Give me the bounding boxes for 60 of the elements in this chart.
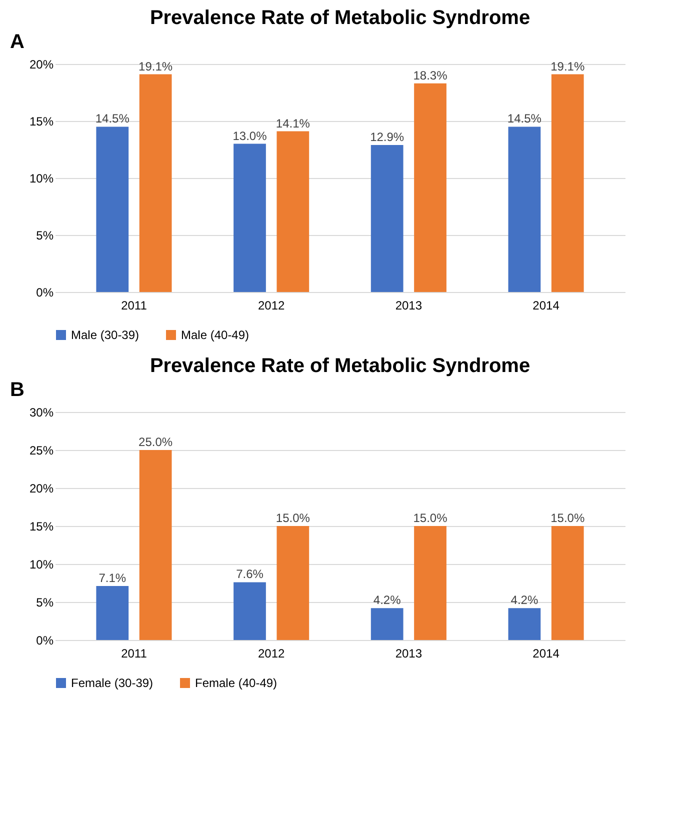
x-tick-label: 2014 xyxy=(532,298,560,312)
y-tick-label: 15% xyxy=(29,114,54,128)
text: A xyxy=(10,31,24,53)
x-tick-label: 2013 xyxy=(395,298,422,312)
data-label: 4.2% xyxy=(373,593,402,608)
data-label: 18.3% xyxy=(413,68,448,82)
data-label: 15.0% xyxy=(276,511,310,525)
data-label: 25.0% xyxy=(138,435,173,449)
data-label: 15.0% xyxy=(550,511,585,525)
bar xyxy=(139,450,172,640)
bar xyxy=(508,126,541,292)
x-tick-label: 2012 xyxy=(258,298,285,312)
bar xyxy=(276,131,310,292)
x-tick-label: 2011 xyxy=(121,298,148,312)
bar xyxy=(414,83,446,292)
legend-label: Female (30-39) xyxy=(71,676,154,690)
y-tick-label: 30% xyxy=(29,406,54,420)
chart-title: Prevalence Rate of Metabolic Syndrome xyxy=(150,7,530,29)
bar xyxy=(370,608,404,640)
data-label: 13.0% xyxy=(232,128,268,143)
bar xyxy=(508,608,541,640)
y-tick-label: 10% xyxy=(29,558,54,572)
legend-label: Male (40-49) xyxy=(181,328,250,342)
data-label: 12.9% xyxy=(370,130,404,144)
data-label: 19.1% xyxy=(138,59,173,74)
y-tick-label: 5% xyxy=(36,228,54,242)
x-tick-label: 2013 xyxy=(395,646,422,660)
data-label: 7.1% xyxy=(98,571,126,586)
bar xyxy=(96,126,129,292)
data-label: 14.1% xyxy=(276,116,310,130)
bar xyxy=(234,144,266,292)
x-tick-label: 2014 xyxy=(532,646,560,660)
legend-label: Male (30-39) xyxy=(71,328,140,342)
x-tick-label: 2011 xyxy=(121,646,148,660)
bar xyxy=(234,582,266,640)
bar xyxy=(551,74,584,292)
data-label: 14.5% xyxy=(95,112,130,126)
y-tick-label: 25% xyxy=(29,444,54,458)
data-label: 4.2% xyxy=(510,593,538,608)
bar xyxy=(276,526,310,640)
y-tick-label: 15% xyxy=(29,520,54,534)
bar xyxy=(139,74,172,292)
y-tick-label: 10% xyxy=(29,172,54,186)
bar xyxy=(551,526,584,640)
legend-label: Female (40-49) xyxy=(195,676,278,690)
y-tick-label: 0% xyxy=(36,286,54,300)
bar xyxy=(96,586,129,640)
bar xyxy=(370,144,404,292)
y-tick-label: 20% xyxy=(29,482,54,496)
y-tick-label: 5% xyxy=(36,596,54,610)
data-label: 19.1% xyxy=(550,59,585,74)
data-label: 14.5% xyxy=(507,112,542,126)
y-tick-label: 20% xyxy=(29,58,54,72)
data-label: 15.0% xyxy=(413,511,448,525)
x-tick-label: 2012 xyxy=(258,646,285,660)
chart-title: Prevalence Rate of Metabolic Syndrome xyxy=(150,355,530,377)
bar xyxy=(414,526,446,640)
text: B xyxy=(10,379,24,401)
data-label: 7.6% xyxy=(236,567,264,582)
y-tick-label: 0% xyxy=(36,634,54,648)
